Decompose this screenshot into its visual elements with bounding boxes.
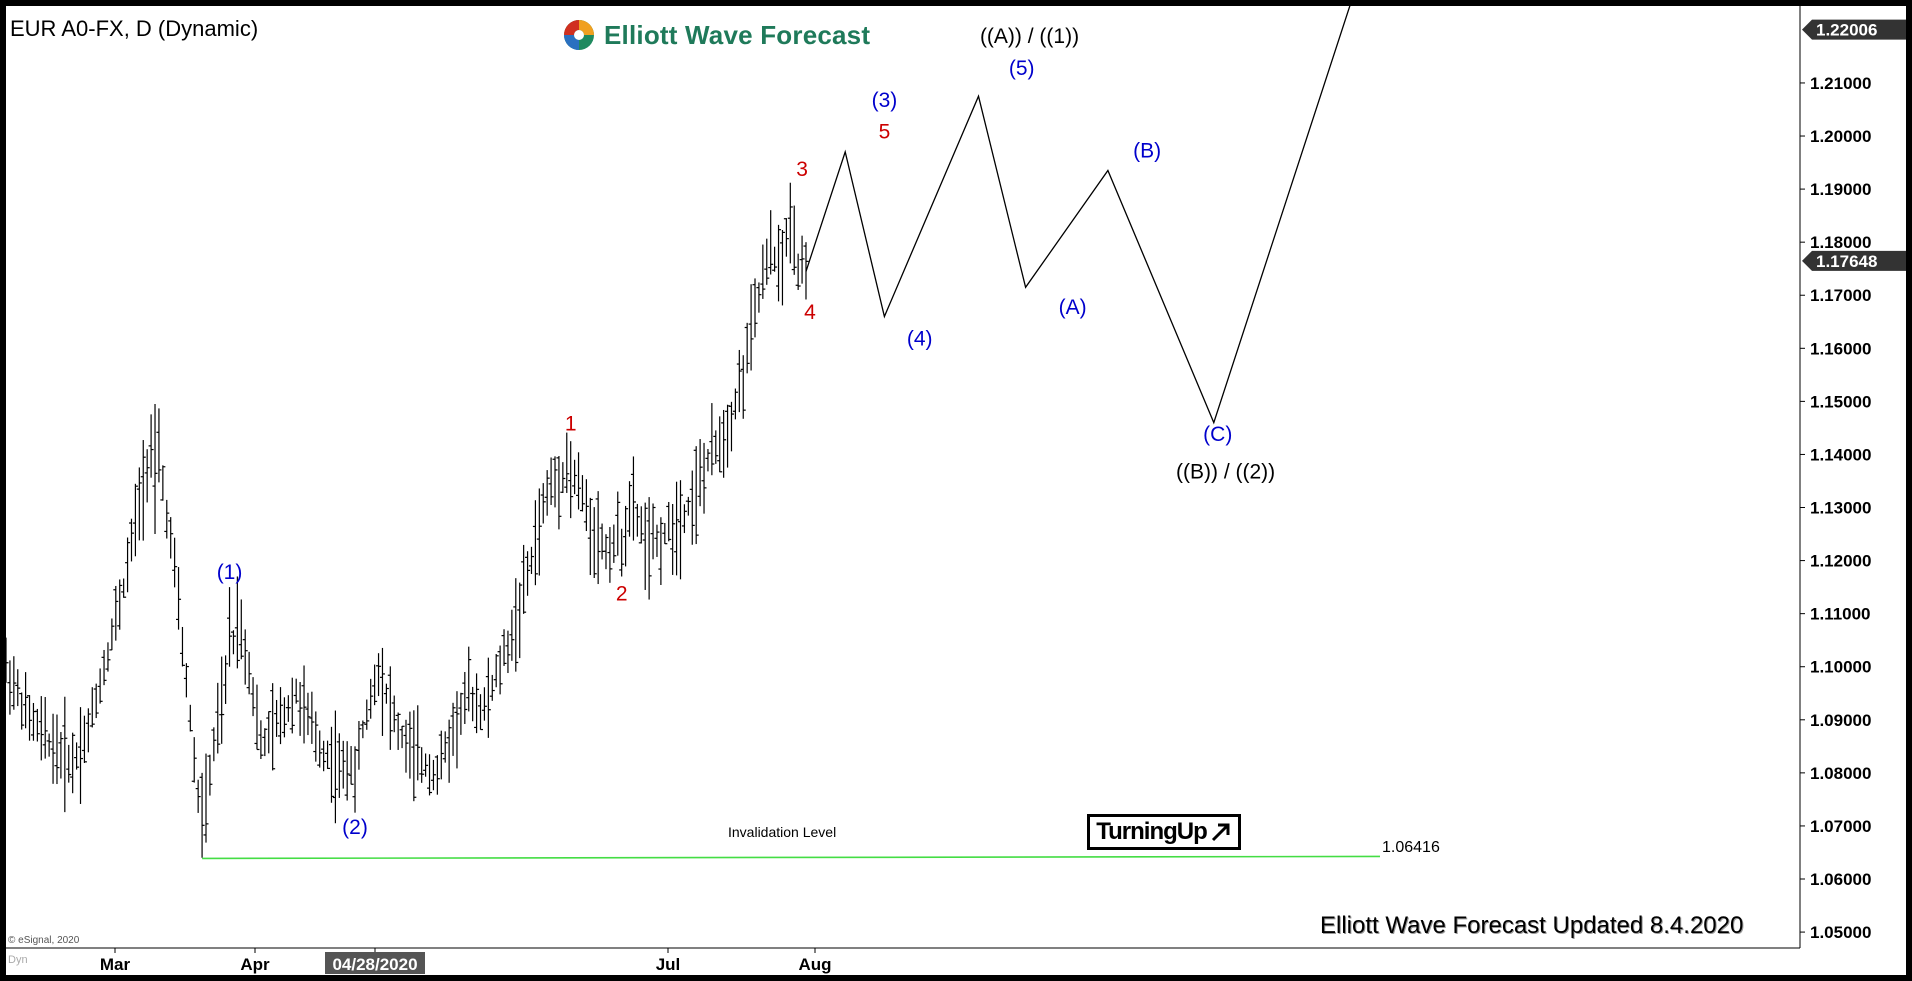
x-tick-label: Mar — [100, 955, 131, 974]
y-tick-label: 1.07000 — [1810, 817, 1871, 836]
wave-label: (3) — [872, 89, 898, 112]
wave-label: (1) — [217, 561, 243, 584]
y-tick-label: 1.05000 — [1810, 923, 1871, 942]
y-tick-label: 1.17000 — [1810, 286, 1871, 305]
ohlc-bars — [3, 182, 809, 858]
y-tick-label: 1.09000 — [1810, 711, 1871, 730]
y-tick-label: 1.19000 — [1810, 180, 1871, 199]
brand-logo: Elliott Wave Forecast — [562, 18, 870, 52]
price-tag-box — [1802, 250, 1910, 271]
y-tick-label: 1.11000 — [1810, 605, 1871, 624]
wave-label: ((A)) / ((1)) — [980, 25, 1079, 48]
y-tick-label: 1.14000 — [1810, 445, 1871, 464]
x-tick-label: Jul — [656, 955, 681, 974]
wave-label: (2) — [342, 816, 368, 839]
price-tag-box — [1802, 19, 1910, 40]
y-tick-label: 1.20000 — [1810, 127, 1871, 146]
wave-label: 2 — [616, 582, 628, 605]
elliott-wave-logo-icon — [564, 20, 594, 50]
symbol-label: EUR A0-FX, D (Dynamic) — [10, 16, 259, 41]
updated-stamp: Elliott Wave Forecast Updated 8.4.2020 — [1320, 912, 1744, 939]
y-tick-label: 1.13000 — [1810, 499, 1871, 518]
turning-up-label: TurningUp — [1096, 818, 1208, 845]
invalidation-label: Invalidation Level — [728, 824, 836, 840]
x-tick-label: 04/28/2020 — [332, 955, 417, 974]
x-tick-highlight — [325, 952, 425, 974]
invalidation-value: 1.06416 — [1382, 839, 1440, 856]
x-tick-label: Apr — [240, 955, 270, 974]
wave-label: 5 — [879, 121, 891, 144]
wave-label: (5) — [1009, 57, 1035, 80]
axes: 1.05000 1.06000 1.07000 1.08000 1.09000 1.100… — [6, 6, 1910, 974]
wave-label: (C) — [1203, 423, 1232, 446]
price-tag-label: 1.22006 — [1816, 21, 1877, 40]
y-tick-label: 1.21000 — [1810, 74, 1871, 93]
wave-label: 4 — [804, 301, 816, 324]
y-tick-label: 1.18000 — [1810, 233, 1871, 252]
wave-projection — [805, 0, 1353, 425]
dyn-indicator: Dyn — [8, 954, 28, 966]
brand-name: Elliott Wave Forecast — [604, 19, 871, 50]
wave-label: (4) — [907, 328, 933, 351]
wave-label: ((B)) / ((2)) — [1176, 460, 1275, 483]
y-tick-label: 1.16000 — [1810, 339, 1871, 358]
turning-up-badge: TurningUp — [1087, 814, 1241, 850]
x-tick-label: Aug — [798, 955, 831, 974]
y-tick-label: 1.10000 — [1810, 658, 1871, 677]
wave-label: (B) — [1133, 139, 1161, 162]
projection-path — [805, 0, 1353, 425]
invalidation-level: Invalidation Level 1.06416 — [202, 824, 1440, 860]
y-tick-label: 1.08000 — [1810, 764, 1871, 783]
wave-label: 1 — [565, 413, 577, 436]
y-tick-label: 1.06000 — [1810, 870, 1871, 889]
price-tag-label: 1.17648 — [1816, 252, 1877, 271]
wave-labels: (1) (2) 1 2 3 4 5 (3) (4) (5) ((A)) / ((1)) (A) (B) (… — [217, 25, 1275, 839]
wave-label: (A) — [1059, 296, 1087, 319]
arrow-up-right-icon — [1211, 823, 1230, 842]
copyright-text: © eSignal, 2020 — [8, 935, 80, 946]
invalidation-line — [202, 855, 1381, 860]
y-tick-label: 1.15000 — [1810, 392, 1871, 411]
y-tick-label: 1.12000 — [1810, 552, 1871, 571]
wave-label: 3 — [796, 158, 808, 181]
